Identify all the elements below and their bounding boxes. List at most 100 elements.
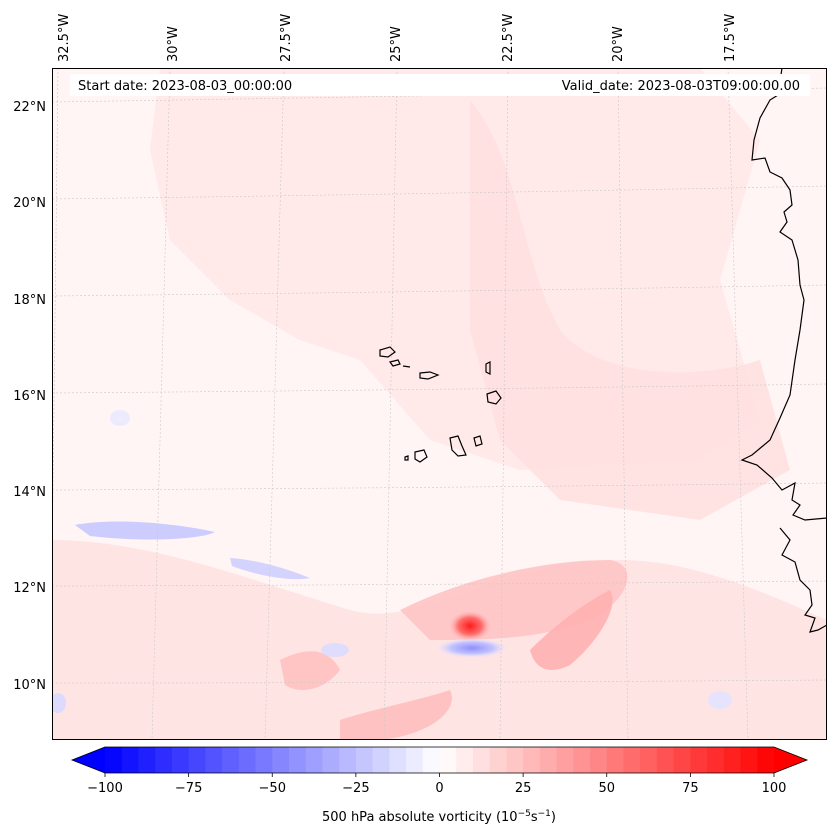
- colorbar-tick-label: 50: [598, 781, 615, 796]
- island-brava: [404, 455, 409, 461]
- colorbar-segment: [322, 747, 340, 773]
- colorbar-segment: [238, 747, 257, 773]
- date-banner: [70, 74, 810, 96]
- guinea-coast: [779, 527, 827, 633]
- colorbar-segment: [656, 747, 675, 773]
- vorticity-min-core: [436, 638, 508, 658]
- colorbar-ticks: −100 −75 −50 −25 0 25 50 75 100: [87, 773, 786, 796]
- lat-label: 14°N: [13, 485, 46, 500]
- africa-coast: [740, 68, 827, 521]
- colorbar-segment: [222, 747, 240, 773]
- island-sal: [485, 361, 491, 375]
- colorbar-segment: [556, 747, 574, 773]
- lon-label: 27.5°W: [279, 14, 294, 62]
- colorbar-segment: [606, 747, 625, 773]
- colorbar-segment: [355, 747, 374, 773]
- colorbar-segment: [155, 747, 173, 773]
- colorbar-segment: [339, 747, 357, 773]
- lat-label: 10°N: [13, 678, 46, 693]
- negative-streak-west: [75, 521, 215, 540]
- colorbar-segment: [539, 747, 558, 773]
- colorbar-tick-label: −50: [259, 781, 286, 796]
- vorticity-field: [52, 68, 827, 740]
- lon-label: 25°W: [389, 26, 404, 62]
- positive-region-south: [52, 540, 827, 740]
- colorbar-segment: [673, 747, 691, 773]
- negative-patch-nw: [110, 410, 130, 426]
- colorbar: −100 −75 −50 −25 0 25 50 75 100 500 hPa absolute…: [70, 746, 809, 825]
- lon-label: 22.5°W: [501, 14, 516, 62]
- colorbar-segment: [690, 747, 708, 773]
- colorbar-segment: [573, 747, 591, 773]
- negative-patch-w: [52, 693, 66, 713]
- lat-label: 22°N: [13, 100, 46, 115]
- start-date-label: Start date: 2023-08-03_00:00:00: [78, 79, 292, 94]
- colorbar-segment: [623, 747, 641, 773]
- map-panel: Start date: 2023-08-03_00:00:00 Valid_da…: [52, 68, 827, 740]
- colorbar-segment: [255, 747, 273, 773]
- colorbar-segment: [105, 747, 123, 773]
- colorbar-segment: [305, 747, 324, 773]
- colorbar-segment: [640, 747, 658, 773]
- lat-label: 16°N: [13, 389, 46, 404]
- valid-date-label: Valid_date: 2023-08-03T09:00:00.00: [562, 79, 800, 94]
- island-santo-antao: [379, 346, 396, 358]
- negative-patch-se: [708, 691, 732, 709]
- colorbar-tick-label: 25: [515, 781, 532, 796]
- colorbar-segment: [506, 747, 524, 773]
- graticule: [52, 68, 827, 740]
- lat-label: 12°N: [13, 581, 46, 596]
- island-maio: [473, 435, 483, 447]
- colorbar-segments: [105, 747, 775, 773]
- map-frame: [52, 68, 827, 740]
- colorbar-segment: [723, 747, 742, 773]
- island-santa-luzia: [402, 365, 411, 368]
- colorbar-segment: [272, 747, 290, 773]
- colorbar-segment: [372, 747, 390, 773]
- colorbar-segment: [205, 747, 223, 773]
- colorbar-segment: [138, 747, 156, 773]
- colorbar-tick-label: 75: [682, 781, 699, 796]
- positive-patch-s: [340, 690, 452, 740]
- colorbar-max-extension: [774, 747, 807, 773]
- lon-label: 32.5°W: [57, 14, 72, 62]
- positive-region-east: [470, 100, 790, 520]
- colorbar-segment: [188, 747, 206, 773]
- latitude-labels: 22°N 20°N 18°N 16°N 14°N 12°N 10°N: [13, 100, 46, 693]
- lat-label: 20°N: [13, 196, 46, 211]
- colorbar-segment: [707, 747, 725, 773]
- positive-band-diagonal: [530, 590, 613, 670]
- colorbar-segment: [489, 747, 508, 773]
- colorbar-segment: [472, 747, 491, 773]
- colorbar-segment: [456, 747, 474, 773]
- colorbar-tick-label: 0: [435, 781, 443, 796]
- island-fogo: [414, 449, 428, 463]
- island-sao-vicente: [388, 359, 401, 367]
- colorbar-segment: [406, 747, 424, 773]
- colorbar-segment: [288, 747, 307, 773]
- lon-label: 20°W: [611, 26, 626, 62]
- vorticity-max-core: [448, 610, 492, 642]
- colorbar-segment: [439, 747, 457, 773]
- colorbar-segment: [389, 747, 407, 773]
- coastline: [379, 68, 827, 633]
- negative-patch-small: [321, 643, 349, 657]
- colorbar-tick-label: −100: [87, 781, 123, 796]
- island-sao-nicolau: [419, 371, 440, 380]
- lon-label: 17.5°W: [723, 14, 738, 62]
- colorbar-segment: [523, 747, 541, 773]
- positive-patch-sw: [280, 651, 340, 690]
- lon-label: 30°W: [166, 26, 181, 62]
- island-santiago: [449, 435, 467, 457]
- colorbar-segment: [757, 747, 775, 773]
- colorbar-tick-label: 100: [762, 781, 787, 796]
- colorbar-segment: [171, 747, 190, 773]
- colorbar-label: 500 hPa absolute vorticity (10−5s−1): [322, 809, 556, 825]
- longitude-labels: 32.5°W 30°W 27.5°W 25°W 22.5°W 20°W 17.5…: [57, 14, 738, 62]
- colorbar-segment: [740, 747, 758, 773]
- island-boa-vista: [486, 390, 502, 405]
- colorbar-segment: [422, 747, 441, 773]
- colorbar-tick-label: −25: [342, 781, 369, 796]
- colorbar-segment: [121, 747, 140, 773]
